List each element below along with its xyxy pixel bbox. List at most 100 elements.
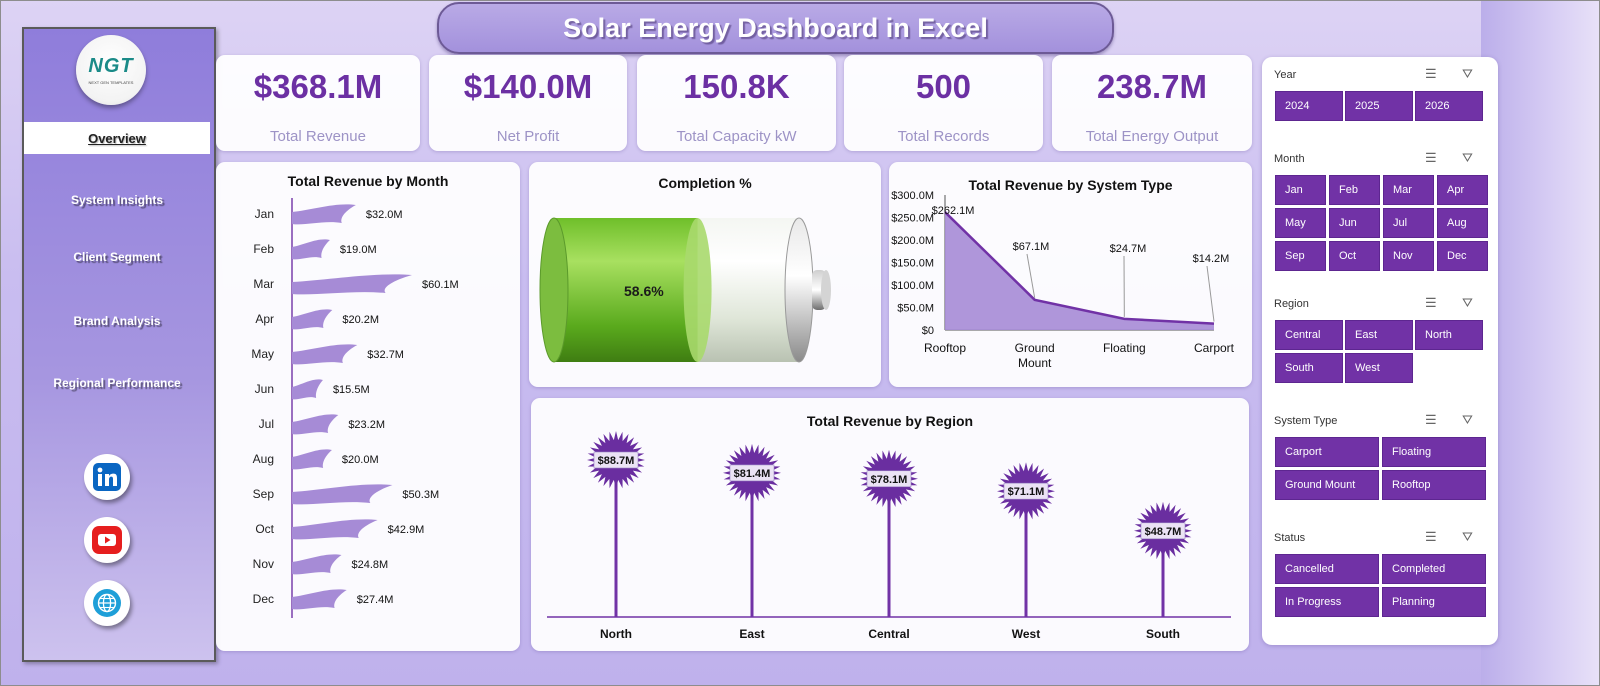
leader-line xyxy=(1206,265,1215,322)
month-tick-label: May xyxy=(251,347,274,361)
slicer-item-region[interactable]: North xyxy=(1415,320,1483,350)
area-data-label: $262.1M xyxy=(932,205,975,217)
month-bar xyxy=(292,239,330,260)
slicer-item-month[interactable]: Mar xyxy=(1383,175,1434,205)
completion-battery-gauge: 58.6% xyxy=(539,217,831,363)
area-data-label: $67.1M xyxy=(1013,241,1050,253)
kpi-label: Total Records xyxy=(897,128,990,145)
area-line xyxy=(944,211,1215,325)
slicer-item-year[interactable]: 2024 xyxy=(1275,91,1343,121)
completion-fill xyxy=(554,218,698,362)
revenue-by-system-type-chart: $300.0M $250.0M $200.0M $150.0M $100.0M $50.0… xyxy=(891,190,1234,370)
slicer-title-month: Month xyxy=(1274,153,1305,165)
nav-item-overview[interactable]: Overview xyxy=(24,122,210,154)
nav-item-system-insights[interactable]: System Insights xyxy=(70,193,164,207)
y-tick-label: $0 xyxy=(922,325,934,337)
chart-title: Total Revenue by System Type xyxy=(968,177,1173,193)
month-tick-label: Sep xyxy=(253,487,275,501)
slicer-item-status[interactable]: Cancelled xyxy=(1275,554,1379,584)
slicer-item-month[interactable]: May xyxy=(1275,208,1326,238)
month-data-label: $15.5M xyxy=(333,384,370,396)
month-data-label: $27.4M xyxy=(357,594,394,606)
kpi-label: Total Capacity kW xyxy=(676,128,797,145)
slicer-title-year: Year xyxy=(1274,69,1297,81)
revenue-by-month-card: Total Revenue by Month Jan $32.0M Feb $19.0… xyxy=(216,162,520,651)
slicer-item-year[interactable]: 2026 xyxy=(1415,91,1483,121)
slicer-item-month[interactable]: Dec xyxy=(1437,241,1488,271)
month-bar xyxy=(292,414,339,435)
slicer-item-status[interactable]: Completed xyxy=(1382,554,1486,584)
multi-select-icon[interactable]: ☰ xyxy=(1425,66,1437,81)
linkedin-button[interactable] xyxy=(84,454,130,500)
slicer-item-system-type[interactable]: Floating xyxy=(1382,437,1486,467)
youtube-icon xyxy=(92,526,122,554)
clear-filter-icon[interactable]: ⛛ xyxy=(1462,412,1473,427)
clear-filter-icon[interactable]: ⛛ xyxy=(1462,150,1473,165)
multi-select-icon[interactable]: ☰ xyxy=(1425,150,1437,165)
slicer-title-status: Status xyxy=(1274,532,1306,544)
nav-item-client-segment[interactable]: Client Segment xyxy=(73,250,161,264)
x-tick-label: Floating xyxy=(1103,341,1146,355)
month-tick-label: Mar xyxy=(253,277,274,291)
slicer-item-system-type[interactable]: Carport xyxy=(1275,437,1379,467)
slicer-item-month[interactable]: Oct xyxy=(1329,241,1380,271)
slicer-item-region[interactable]: South xyxy=(1275,353,1343,383)
youtube-button[interactable] xyxy=(84,517,130,563)
slicer-panel: Year ☰ ⛛ 2024 2025 2026 Month ☰ ⛛ Jan Feb Mar Apr May… xyxy=(1262,57,1498,645)
slicer-item-month[interactable]: Aug xyxy=(1437,208,1488,238)
month-data-label: $32.0M xyxy=(366,209,403,221)
slicer-item-month[interactable]: Nov xyxy=(1383,241,1434,271)
nav-item-regional-performance[interactable]: Regional Performance xyxy=(53,376,181,390)
leader-line xyxy=(1026,253,1036,298)
slicer-item-month[interactable]: Jan xyxy=(1275,175,1326,205)
month-data-label: $19.0M xyxy=(340,244,377,256)
kpi-card-total-capacity: 150.8K Total Capacity kW xyxy=(637,55,836,151)
slicer-item-status[interactable]: In Progress xyxy=(1275,587,1379,617)
slicer-item-status[interactable]: Planning xyxy=(1382,587,1486,617)
month-tick-label: Jul xyxy=(259,417,274,431)
month-bar xyxy=(292,274,412,295)
linkedin-icon xyxy=(93,463,121,491)
region-tick-label: East xyxy=(739,627,764,641)
month-tick-label: Nov xyxy=(253,557,274,571)
slicer-item-month[interactable]: Jun xyxy=(1329,208,1380,238)
slicer-item-month[interactable]: Apr xyxy=(1437,175,1488,205)
clear-filter-icon[interactable]: ⛛ xyxy=(1462,529,1473,544)
slicer-item-month[interactable]: Jul xyxy=(1383,208,1434,238)
revenue-by-region-card: Total Revenue by Region $88.7M North $81.4… xyxy=(531,398,1249,651)
region-tick-label: North xyxy=(600,627,632,641)
revenue-by-region-chart: $88.7M North $81.4M East $78.1M Central $71.1M… xyxy=(547,431,1231,641)
x-tick-label: Rooftop xyxy=(924,341,966,355)
kpi-value: 500 xyxy=(915,68,972,105)
region-tick-label: West xyxy=(1012,627,1040,641)
month-tick-label: Dec xyxy=(253,592,274,606)
slicer-item-system-type[interactable]: Ground Mount xyxy=(1275,470,1379,500)
slicer-item-year[interactable]: 2025 xyxy=(1345,91,1413,121)
month-data-label: $20.2M xyxy=(342,314,379,326)
region-data-label: $71.1M xyxy=(1008,486,1045,498)
month-bar xyxy=(292,554,342,575)
region-data-label: $81.4M xyxy=(734,468,771,480)
region-label-box xyxy=(1140,522,1186,540)
multi-select-icon[interactable]: ☰ xyxy=(1425,295,1437,310)
slicer-item-system-type[interactable]: Rooftop xyxy=(1382,470,1486,500)
month-tick-label: Jun xyxy=(255,382,274,396)
revenue-by-month-chart: Jan $32.0M Feb $19.0M Mar $60.1M Apr $20.2M May $… xyxy=(251,198,459,618)
multi-select-icon[interactable]: ☰ xyxy=(1425,412,1437,427)
region-data-label: $78.1M xyxy=(871,474,908,486)
nav-item-brand-analysis[interactable]: Brand Analysis xyxy=(73,314,161,328)
slicer-item-region[interactable]: Central xyxy=(1275,320,1343,350)
slicer-item-month[interactable]: Sep xyxy=(1275,241,1326,271)
multi-select-icon[interactable]: ☰ xyxy=(1425,529,1437,544)
clear-filter-icon[interactable]: ⛛ xyxy=(1462,66,1473,81)
month-bar xyxy=(292,449,332,470)
month-bar xyxy=(292,519,378,540)
region-data-label: $88.7M xyxy=(598,455,635,467)
completion-card: Completion % 58.6% xyxy=(529,162,881,387)
clear-filter-icon[interactable]: ⛛ xyxy=(1462,295,1473,310)
website-button[interactable] xyxy=(84,580,130,626)
slicer-item-region[interactable]: East xyxy=(1345,320,1413,350)
slicer-item-month[interactable]: Feb xyxy=(1329,175,1380,205)
month-data-label: $20.0M xyxy=(342,454,379,466)
slicer-item-region[interactable]: West xyxy=(1345,353,1413,383)
